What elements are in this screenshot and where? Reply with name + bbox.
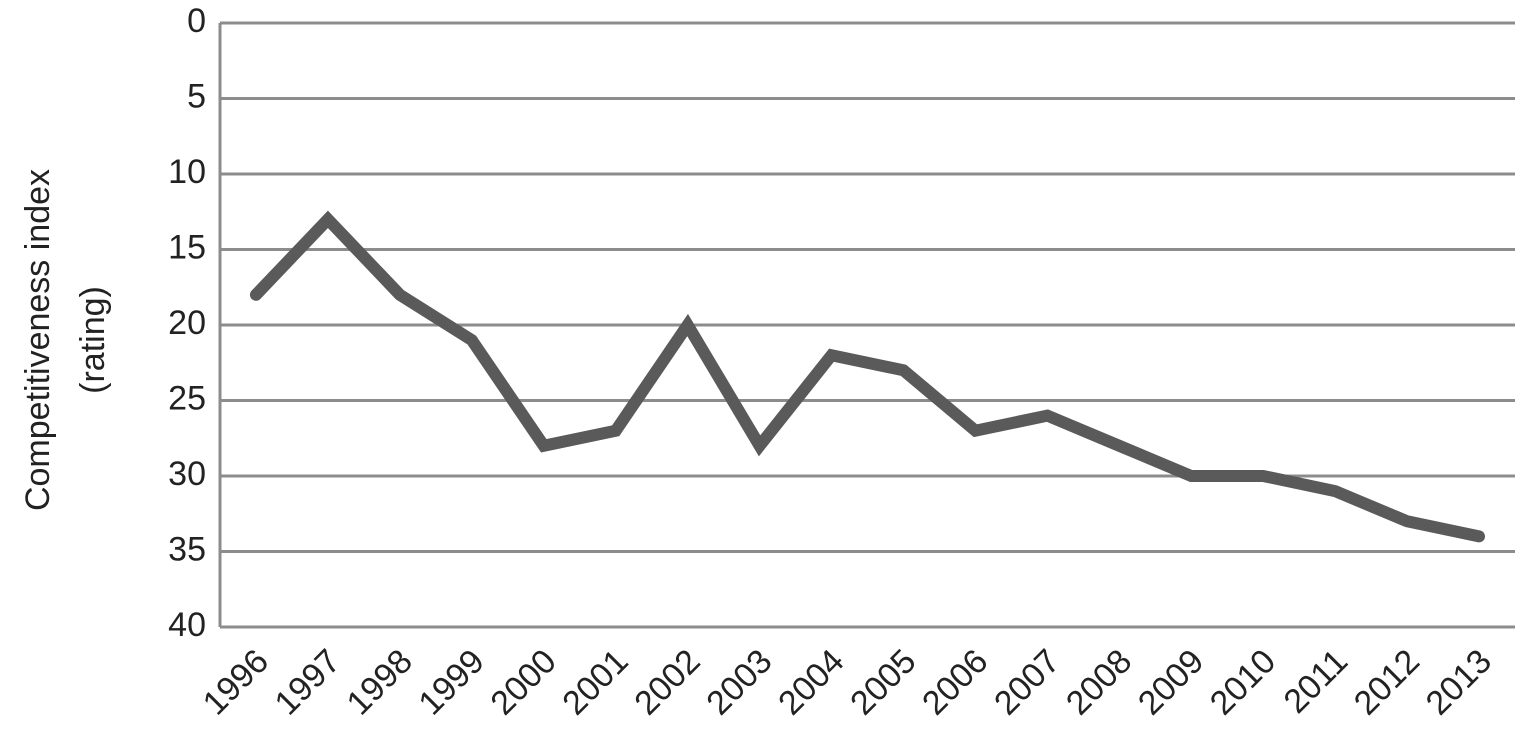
y-tick-label: 30 — [168, 455, 206, 493]
x-tick-label: 1998 — [340, 642, 420, 722]
x-tick-label: 2012 — [1347, 642, 1427, 722]
y-tick-label: 10 — [168, 153, 206, 191]
x-tick-label: 2013 — [1419, 642, 1499, 722]
y-tick-label: 5 — [187, 77, 206, 115]
x-tick-label: 2005 — [843, 642, 923, 722]
data-line — [249, 210, 1486, 543]
x-tick-label: 2007 — [987, 642, 1067, 722]
x-tick-label: 2011 — [1277, 642, 1356, 721]
y-tick-label: 25 — [168, 379, 206, 417]
y-tick-label: 20 — [168, 304, 206, 342]
y-axis-title: (rating) — [74, 286, 112, 394]
x-tick-label: 2000 — [483, 642, 563, 722]
y-tick-label: 15 — [168, 228, 206, 266]
y-axis-title: Competitiveness index — [19, 169, 57, 511]
x-tick-label: 1999 — [411, 642, 491, 722]
x-tick-label: 2008 — [1059, 642, 1139, 722]
x-tick-label: 2010 — [1203, 642, 1283, 722]
x-tick-label: 1996 — [196, 642, 276, 722]
x-tick-label: 2006 — [915, 642, 995, 722]
x-tick-label: 2009 — [1131, 642, 1211, 722]
y-tick-label: 35 — [168, 530, 206, 568]
x-tick-label: 1997 — [268, 642, 348, 722]
x-tick-label: 2002 — [627, 642, 707, 722]
x-tick-label: 2003 — [699, 642, 779, 722]
x-tick-label: 2004 — [771, 642, 851, 722]
y-tick-label: 40 — [168, 606, 206, 644]
y-tick-label: 0 — [187, 2, 206, 40]
x-tick-label: 2001 — [555, 642, 635, 722]
